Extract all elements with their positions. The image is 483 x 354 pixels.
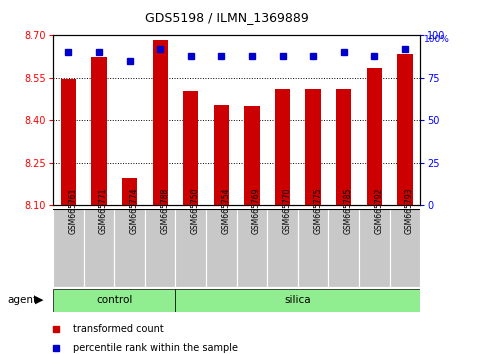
Bar xyxy=(359,209,390,287)
Text: GSM665793: GSM665793 xyxy=(405,188,414,234)
Text: GSM665769: GSM665769 xyxy=(252,188,261,234)
Bar xyxy=(367,68,382,205)
Text: transformed count: transformed count xyxy=(73,324,164,333)
Bar xyxy=(390,209,420,287)
Bar xyxy=(244,106,260,205)
Text: silica: silica xyxy=(284,295,311,305)
Text: GSM665785: GSM665785 xyxy=(344,188,353,234)
Text: GSM665775: GSM665775 xyxy=(313,188,322,234)
Bar xyxy=(328,209,359,287)
Bar xyxy=(53,289,175,312)
Bar xyxy=(175,289,420,312)
Bar xyxy=(53,209,84,287)
Bar xyxy=(153,40,168,205)
Bar xyxy=(336,89,352,205)
Text: GSM665770: GSM665770 xyxy=(283,188,292,234)
Text: GSM665750: GSM665750 xyxy=(191,188,200,234)
Bar xyxy=(183,91,199,205)
Bar xyxy=(61,79,76,205)
Text: GSM665788: GSM665788 xyxy=(160,188,169,234)
Text: control: control xyxy=(96,295,132,305)
Text: GSM665771: GSM665771 xyxy=(99,188,108,234)
Bar xyxy=(213,105,229,205)
Bar xyxy=(206,209,237,287)
Text: GSM665774: GSM665774 xyxy=(129,188,139,234)
Bar xyxy=(175,209,206,287)
Text: GSM665754: GSM665754 xyxy=(221,188,230,234)
Bar xyxy=(397,54,412,205)
Text: percentile rank within the sample: percentile rank within the sample xyxy=(73,343,238,353)
Bar xyxy=(275,89,290,205)
Text: agent: agent xyxy=(7,295,37,305)
Text: GSM665761: GSM665761 xyxy=(69,188,77,234)
Text: ▶: ▶ xyxy=(35,295,43,305)
Bar xyxy=(122,178,137,205)
Bar xyxy=(114,209,145,287)
Bar xyxy=(267,209,298,287)
Bar xyxy=(237,209,267,287)
Bar xyxy=(145,209,175,287)
Bar xyxy=(91,57,107,205)
Text: GSM665792: GSM665792 xyxy=(374,188,384,234)
Text: GDS5198 / ILMN_1369889: GDS5198 / ILMN_1369889 xyxy=(145,11,309,24)
Text: 100%: 100% xyxy=(424,35,450,44)
Bar xyxy=(298,209,328,287)
Bar xyxy=(84,209,114,287)
Bar xyxy=(305,89,321,205)
